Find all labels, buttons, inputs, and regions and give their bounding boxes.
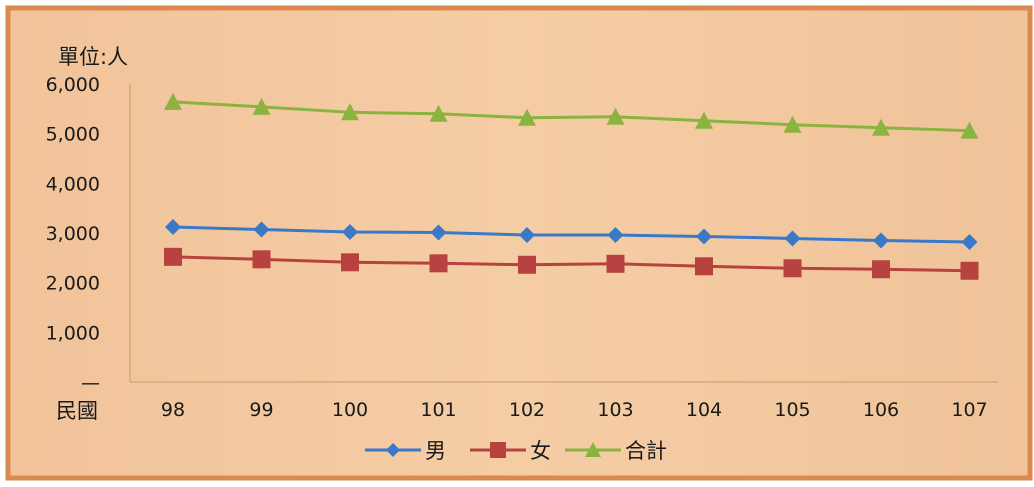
data-point — [784, 230, 801, 247]
x-tick-label: 106 — [863, 399, 899, 421]
data-point — [429, 254, 448, 273]
data-point — [165, 219, 181, 236]
data-point — [606, 107, 625, 125]
data-point — [519, 226, 535, 243]
data-point — [253, 221, 270, 238]
y-tick-label: 2,000 — [46, 273, 100, 295]
legend-label: 合計 — [625, 439, 667, 463]
legend: 男 女 合計 — [365, 439, 667, 463]
data-point — [961, 233, 978, 250]
y-tick-label: 1,000 — [46, 322, 100, 344]
y-tick-label: 5,000 — [46, 124, 100, 146]
legend-label: 男 — [425, 439, 446, 463]
data-point — [607, 226, 624, 243]
unit-label: 單位:人 — [58, 45, 128, 69]
y-tick-label: 3,000 — [46, 223, 100, 245]
data-point — [696, 228, 712, 245]
data-point — [873, 232, 889, 249]
data-point — [783, 259, 802, 278]
data-point — [518, 255, 536, 274]
x-tick-label: 98 — [161, 399, 185, 421]
y-tick-labels: — 1,000 2,000 3,000 4,000 5,000 6,000 — [46, 74, 100, 394]
data-point — [695, 111, 713, 129]
data-point — [783, 115, 802, 133]
x-tick-label: 102 — [509, 399, 545, 421]
data-point — [164, 247, 182, 266]
data-point — [490, 442, 506, 458]
x-tick-label: 105 — [774, 399, 810, 421]
data-point — [960, 121, 979, 139]
data-point — [386, 443, 400, 457]
data-point — [430, 224, 447, 241]
legend-item: 合計 — [565, 439, 667, 463]
data-point — [518, 108, 536, 126]
y-tick-label: 4,000 — [46, 173, 100, 195]
chart-panel — [5, 5, 1033, 481]
series-square — [164, 247, 979, 280]
y-tick-label: 6,000 — [46, 74, 100, 96]
series-line — [172, 225, 970, 244]
x-axis-label: 民國 — [56, 399, 98, 423]
y-tick-label: — — [81, 372, 100, 394]
legend-item: 女 — [470, 439, 551, 463]
data-point — [585, 442, 601, 457]
data-point — [872, 260, 890, 279]
legend-item: 男 — [365, 439, 446, 463]
x-tick-label: 104 — [686, 399, 722, 421]
x-tick-label: 101 — [420, 399, 456, 421]
data-point — [695, 257, 713, 276]
x-tick-label: 107 — [951, 399, 987, 421]
series-lines — [164, 92, 979, 280]
series-diamond — [165, 219, 978, 250]
data-point — [252, 250, 271, 269]
x-tick-labels: 98 99 100 101 102 103 104 105 106 107 — [161, 399, 988, 421]
data-point — [429, 104, 448, 122]
legend-label: 女 — [530, 439, 551, 463]
data-point — [872, 118, 890, 136]
series-line — [172, 255, 970, 273]
data-point — [606, 254, 625, 273]
data-point — [252, 97, 271, 115]
data-point — [341, 253, 359, 272]
data-point — [341, 103, 359, 121]
x-tick-label: 103 — [597, 399, 633, 421]
series-line — [172, 100, 970, 133]
x-tick-label: 99 — [249, 399, 273, 421]
x-tick-label: 100 — [332, 399, 368, 421]
data-point — [342, 224, 358, 241]
data-point — [960, 261, 979, 280]
series-triangle — [164, 92, 979, 139]
data-point — [164, 92, 182, 110]
